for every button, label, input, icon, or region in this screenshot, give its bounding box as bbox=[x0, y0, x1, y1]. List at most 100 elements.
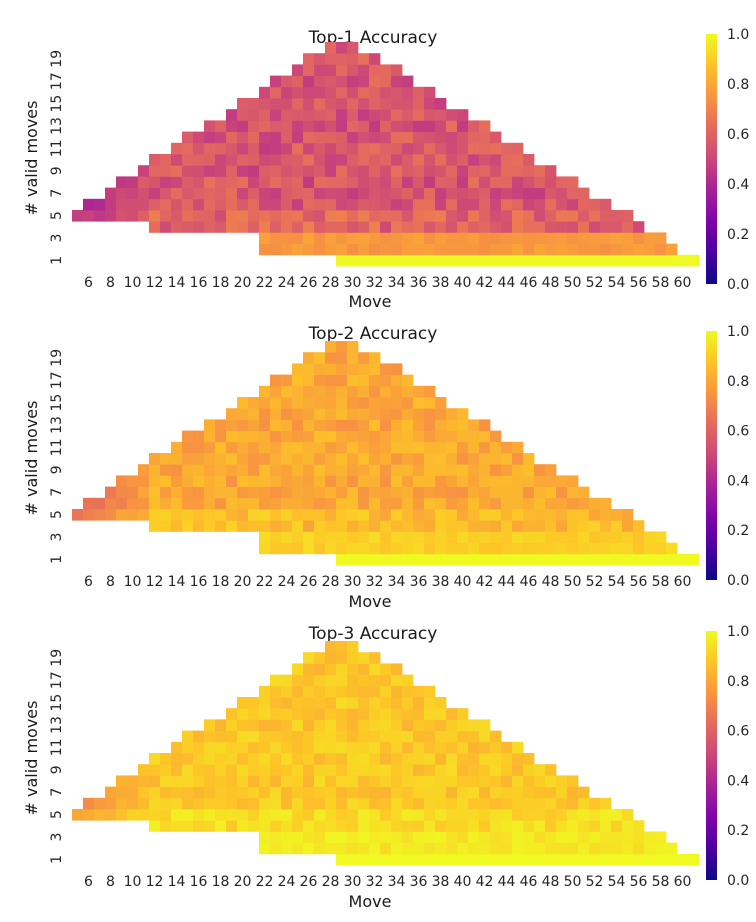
heatmap-cell bbox=[127, 509, 139, 521]
heatmap-cell bbox=[534, 210, 546, 222]
heatmap-cell bbox=[171, 497, 183, 510]
heatmap-cell bbox=[446, 254, 458, 267]
heatmap-cell bbox=[501, 441, 513, 454]
heatmap-cell bbox=[347, 363, 359, 375]
heatmap-cell bbox=[303, 131, 315, 144]
heatmap-cell bbox=[589, 198, 601, 211]
y-tick-label: 11 bbox=[49, 438, 65, 456]
heatmap-cell bbox=[358, 430, 370, 443]
heatmap-cell bbox=[336, 374, 348, 387]
heatmap-cell bbox=[402, 708, 414, 720]
heatmap-cell bbox=[270, 98, 282, 110]
heatmap-cell bbox=[446, 820, 458, 832]
heatmap-cell bbox=[512, 775, 524, 787]
heatmap-cell bbox=[446, 441, 458, 454]
heatmap-cell bbox=[402, 131, 414, 144]
heatmap-cell bbox=[248, 441, 260, 454]
heatmap-cell bbox=[358, 786, 370, 799]
heatmap-cell bbox=[314, 719, 326, 731]
heatmap-cell bbox=[435, 397, 447, 409]
heatmap-cell bbox=[391, 497, 403, 510]
heatmap-cell bbox=[512, 486, 524, 499]
x-tick-label: 6 bbox=[84, 874, 93, 890]
heatmap-cell bbox=[116, 509, 128, 521]
heatmap-cell bbox=[303, 98, 315, 110]
heatmap-cell bbox=[204, 441, 216, 454]
heatmap-cell bbox=[226, 419, 238, 431]
heatmap-cell bbox=[226, 187, 238, 200]
heatmap-cell bbox=[248, 198, 260, 211]
heatmap-cell bbox=[468, 497, 480, 510]
heatmap-cell bbox=[127, 497, 139, 510]
heatmap-cell bbox=[358, 685, 370, 698]
heatmap-cell bbox=[468, 430, 480, 443]
heatmap-cell bbox=[292, 75, 304, 88]
heatmap-cell bbox=[149, 486, 161, 499]
heatmap-cell bbox=[479, 730, 491, 743]
heatmap-cell bbox=[314, 775, 326, 787]
heatmap-cell bbox=[523, 254, 535, 267]
heatmap-cell bbox=[215, 120, 227, 132]
heatmap-cell bbox=[545, 232, 557, 244]
heatmap-cell bbox=[314, 842, 326, 855]
heatmap-cell bbox=[380, 730, 392, 743]
heatmap-cell bbox=[457, 441, 469, 454]
heatmap-cell bbox=[347, 75, 359, 88]
heatmap-cell bbox=[611, 243, 623, 256]
heatmap-cell bbox=[358, 531, 370, 543]
heatmap-cell bbox=[358, 165, 370, 177]
heatmap-cell bbox=[479, 831, 491, 843]
heatmap-cell bbox=[149, 520, 161, 532]
y-tick-label: 9 bbox=[49, 765, 65, 774]
y-tick-label: 7 bbox=[49, 488, 65, 497]
heatmap-cell bbox=[314, 741, 326, 754]
heatmap-cell bbox=[94, 497, 106, 510]
heatmap-cell bbox=[435, 120, 447, 132]
heatmap-cell bbox=[413, 820, 425, 832]
heatmap-cell bbox=[402, 853, 414, 866]
heatmap-cell bbox=[259, 120, 271, 132]
heatmap-cell bbox=[446, 131, 458, 144]
heatmap-cell bbox=[325, 497, 337, 510]
heatmap-cell bbox=[259, 786, 271, 799]
heatmap-cell bbox=[512, 764, 524, 776]
heatmap-cell bbox=[413, 831, 425, 843]
heatmap-cell bbox=[325, 198, 337, 211]
heatmap-cell bbox=[270, 531, 282, 543]
heatmap-cell bbox=[303, 497, 315, 510]
heatmap-cell bbox=[468, 176, 480, 188]
heatmap-cell bbox=[490, 464, 502, 476]
heatmap-cell bbox=[292, 831, 304, 843]
heatmap-cell bbox=[468, 520, 480, 532]
heatmap-cell bbox=[512, 842, 524, 855]
x-tick-label: 50 bbox=[564, 275, 582, 291]
heatmap-cell bbox=[578, 254, 590, 267]
heatmap-cell bbox=[567, 797, 579, 810]
heatmap-cell bbox=[446, 154, 458, 166]
heatmap-cell bbox=[501, 797, 513, 810]
heatmap-cell bbox=[347, 509, 359, 521]
heatmap-cell bbox=[281, 674, 293, 687]
heatmap-cell bbox=[226, 176, 238, 188]
heatmap-cell bbox=[369, 408, 381, 420]
heatmap-cell bbox=[281, 520, 293, 532]
x-tick-label: 30 bbox=[344, 874, 362, 890]
heatmap-cell bbox=[468, 831, 480, 843]
heatmap-cell bbox=[336, 254, 348, 267]
heatmap-cell bbox=[479, 254, 491, 267]
heatmap-cell bbox=[292, 464, 304, 476]
heatmap-cell bbox=[325, 674, 337, 687]
heatmap-cell bbox=[479, 797, 491, 810]
heatmap-cell bbox=[501, 254, 513, 267]
y-tick-label: 19 bbox=[49, 50, 65, 68]
heatmap-cell bbox=[479, 464, 491, 476]
heatmap-cell bbox=[270, 674, 282, 687]
heatmap-cell bbox=[435, 775, 447, 787]
heatmap-cell bbox=[259, 441, 271, 454]
heatmap-cell bbox=[402, 232, 414, 244]
heatmap-cell bbox=[215, 797, 227, 810]
x-tick-label: 14 bbox=[168, 275, 186, 291]
heatmap-cell bbox=[435, 154, 447, 166]
heatmap-cell bbox=[567, 232, 579, 244]
heatmap-cell bbox=[380, 809, 392, 821]
